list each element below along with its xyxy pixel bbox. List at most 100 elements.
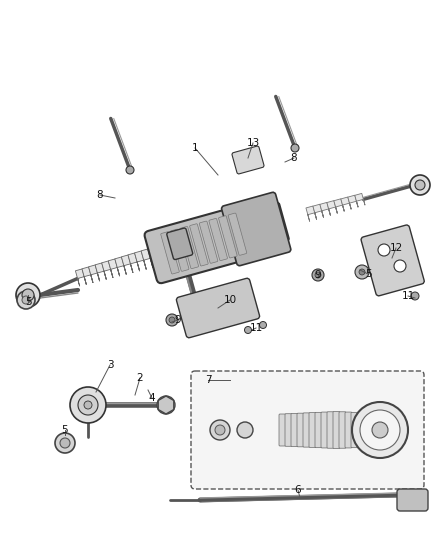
Circle shape [394, 260, 406, 272]
Circle shape [17, 291, 35, 309]
FancyBboxPatch shape [180, 227, 198, 269]
Text: 1: 1 [192, 143, 198, 153]
Text: 8: 8 [97, 190, 103, 200]
Text: 5: 5 [25, 297, 31, 307]
FancyBboxPatch shape [191, 371, 424, 489]
Circle shape [60, 438, 70, 448]
Text: 8: 8 [291, 153, 297, 163]
Polygon shape [121, 255, 133, 274]
Polygon shape [134, 251, 146, 271]
Circle shape [22, 289, 34, 301]
Circle shape [55, 433, 75, 453]
Text: 4: 4 [148, 393, 155, 403]
Text: 5: 5 [365, 269, 371, 279]
Text: 9: 9 [314, 270, 321, 280]
FancyBboxPatch shape [161, 232, 179, 274]
FancyBboxPatch shape [190, 224, 208, 266]
Circle shape [22, 296, 30, 304]
FancyBboxPatch shape [209, 219, 227, 261]
FancyBboxPatch shape [315, 413, 322, 448]
FancyBboxPatch shape [345, 412, 352, 448]
FancyBboxPatch shape [363, 413, 370, 447]
Circle shape [259, 321, 266, 328]
Text: 3: 3 [107, 360, 113, 370]
Text: 5: 5 [62, 425, 68, 435]
Circle shape [215, 425, 225, 435]
Circle shape [411, 292, 419, 300]
FancyBboxPatch shape [375, 414, 382, 447]
Polygon shape [108, 259, 120, 278]
Circle shape [372, 422, 388, 438]
Polygon shape [88, 265, 99, 283]
Circle shape [352, 402, 408, 458]
FancyBboxPatch shape [397, 489, 428, 511]
Text: 6: 6 [295, 485, 301, 495]
Polygon shape [75, 269, 86, 286]
FancyBboxPatch shape [170, 229, 189, 271]
Circle shape [291, 144, 299, 152]
Circle shape [157, 396, 175, 414]
Polygon shape [128, 253, 140, 273]
Polygon shape [348, 195, 358, 209]
FancyBboxPatch shape [167, 228, 193, 260]
Polygon shape [102, 261, 113, 279]
Polygon shape [320, 203, 330, 217]
Text: 7: 7 [205, 375, 211, 385]
FancyBboxPatch shape [381, 414, 388, 446]
Text: 11: 11 [249, 323, 263, 333]
FancyBboxPatch shape [279, 414, 286, 446]
Polygon shape [148, 247, 159, 268]
Polygon shape [158, 396, 174, 414]
FancyBboxPatch shape [219, 216, 237, 258]
Text: 13: 13 [246, 138, 260, 148]
FancyBboxPatch shape [303, 413, 310, 447]
FancyBboxPatch shape [291, 414, 298, 447]
Circle shape [169, 317, 175, 323]
FancyBboxPatch shape [321, 412, 328, 448]
Circle shape [244, 327, 251, 334]
FancyBboxPatch shape [309, 413, 316, 447]
FancyBboxPatch shape [327, 412, 334, 448]
Text: 10: 10 [223, 295, 237, 305]
Polygon shape [334, 199, 344, 213]
Circle shape [78, 395, 98, 415]
Circle shape [355, 265, 369, 279]
Circle shape [16, 283, 40, 307]
Text: 11: 11 [401, 291, 415, 301]
Circle shape [126, 166, 134, 174]
Polygon shape [306, 206, 317, 221]
Polygon shape [115, 257, 126, 276]
FancyBboxPatch shape [339, 412, 346, 448]
Circle shape [84, 401, 92, 409]
Circle shape [166, 314, 178, 326]
Circle shape [70, 387, 106, 423]
Polygon shape [327, 200, 337, 215]
Polygon shape [341, 197, 351, 211]
FancyBboxPatch shape [351, 413, 358, 448]
FancyBboxPatch shape [228, 213, 247, 255]
Circle shape [378, 244, 390, 256]
FancyBboxPatch shape [160, 203, 289, 273]
Circle shape [410, 175, 430, 195]
Circle shape [359, 269, 365, 275]
Polygon shape [141, 249, 153, 270]
Circle shape [312, 269, 324, 281]
FancyBboxPatch shape [369, 413, 376, 447]
FancyBboxPatch shape [333, 411, 340, 448]
Circle shape [315, 272, 321, 278]
FancyBboxPatch shape [285, 414, 292, 446]
FancyBboxPatch shape [232, 146, 264, 174]
FancyBboxPatch shape [357, 413, 364, 447]
Text: 2: 2 [137, 373, 143, 383]
Circle shape [360, 410, 400, 450]
FancyBboxPatch shape [177, 278, 260, 338]
Text: 9: 9 [175, 315, 181, 325]
Polygon shape [95, 263, 106, 281]
Circle shape [237, 422, 253, 438]
Text: 12: 12 [389, 243, 403, 253]
Circle shape [210, 420, 230, 440]
Circle shape [415, 180, 425, 190]
Polygon shape [355, 193, 365, 207]
FancyBboxPatch shape [361, 225, 424, 296]
Polygon shape [313, 204, 324, 220]
